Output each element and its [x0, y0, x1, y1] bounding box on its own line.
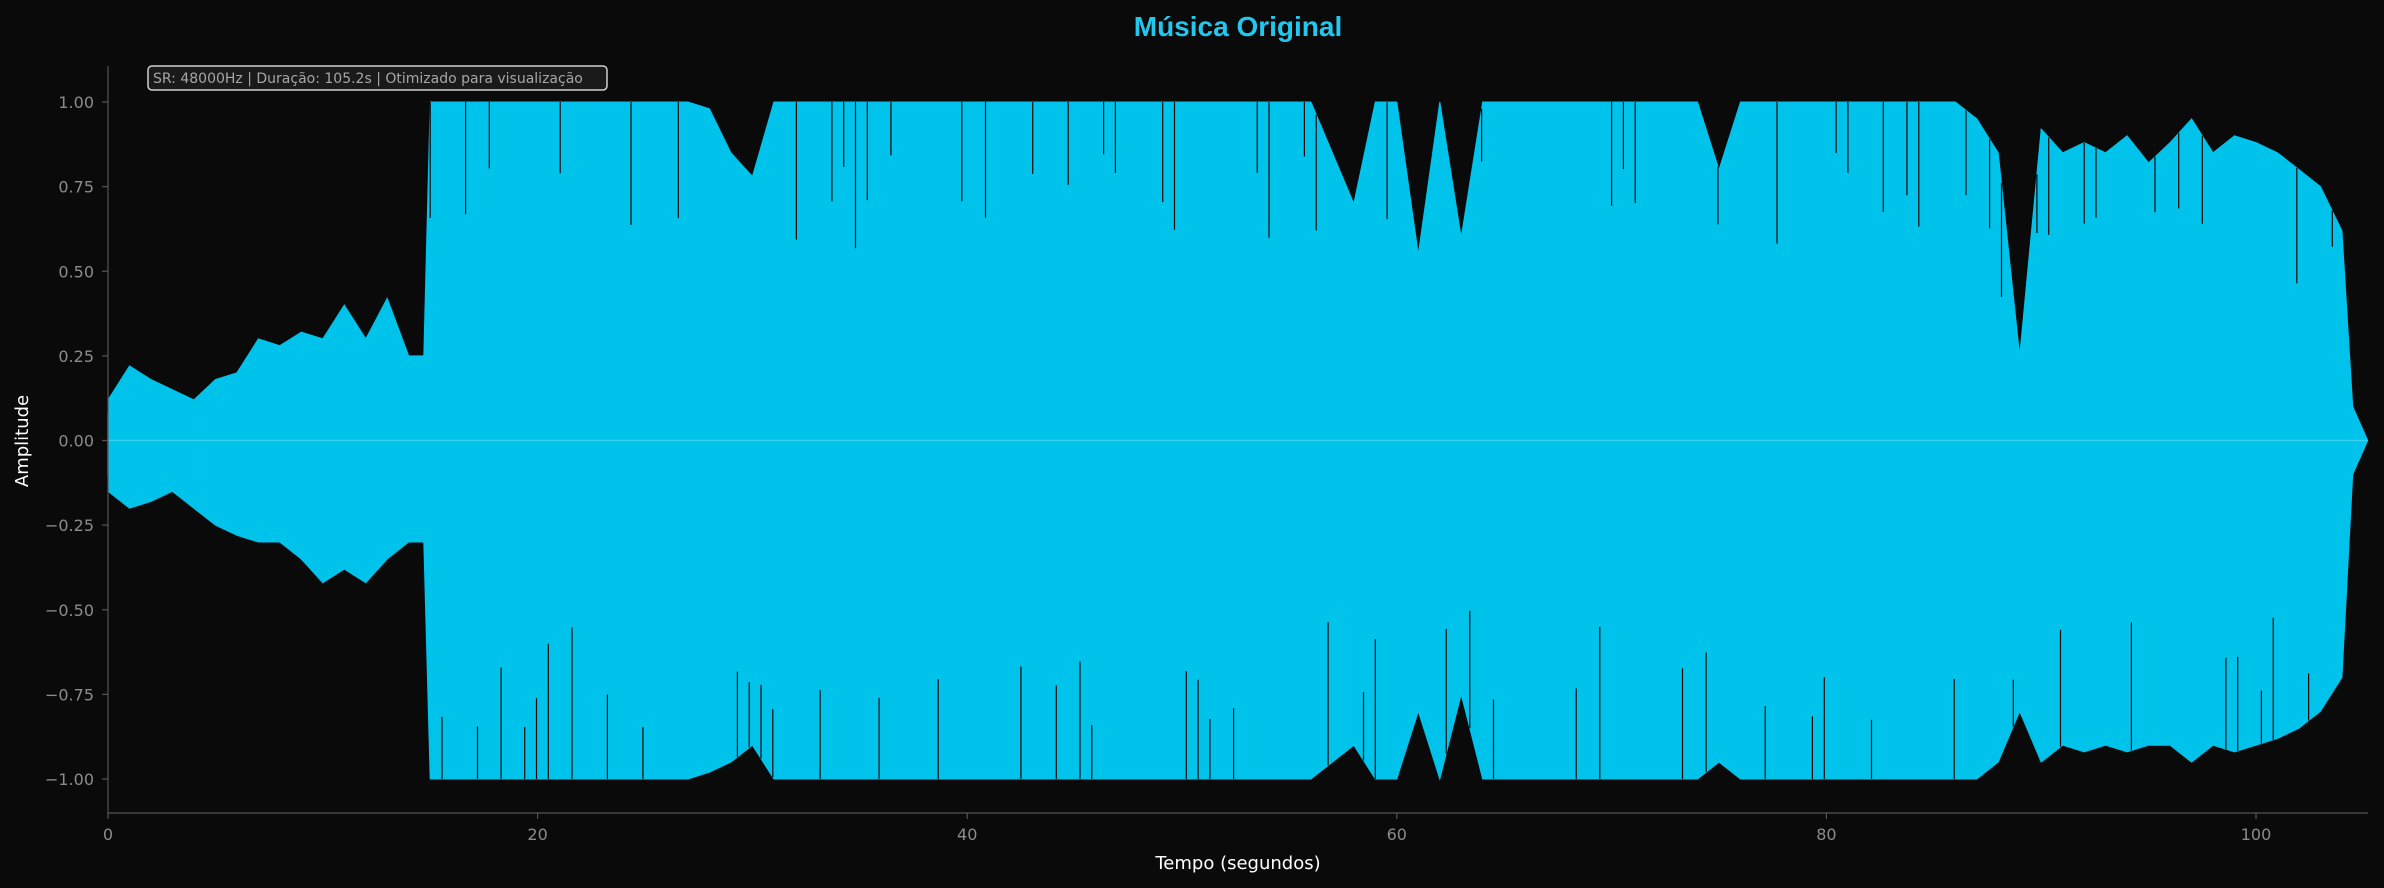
y-axis-label: Amplitude — [12, 395, 33, 487]
chart-title: Música Original — [1134, 11, 1343, 42]
x-tick-label: 40 — [957, 825, 977, 844]
y-tick-label: −1.00 — [45, 770, 94, 789]
x-tick-label: 100 — [2241, 825, 2272, 844]
x-tick-label: 0 — [103, 825, 113, 844]
plot-area — [107, 101, 2369, 781]
info-box: SR: 48000Hz | Duração: 105.2s | Otimizad… — [147, 65, 608, 91]
y-tick-label: 0.50 — [58, 262, 94, 281]
x-tick-label: 60 — [1387, 825, 1407, 844]
y-tick-label: −0.50 — [45, 601, 94, 620]
info-box-text: SR: 48000Hz | Duração: 105.2s | Otimizad… — [153, 71, 583, 87]
y-tick-label: −0.25 — [45, 516, 94, 535]
x-tick-label: 80 — [1816, 825, 1836, 844]
x-tick-label: 20 — [527, 825, 547, 844]
y-axis-ticks: −1.00 −0.75 −0.50 −0.25 0.00 0.25 0.50 0.75 1.00 — [45, 93, 108, 789]
x-axis-label: Tempo (segundos) — [1154, 853, 1320, 874]
info-box-frame — [147, 65, 608, 91]
y-tick-label: −0.75 — [45, 685, 94, 704]
y-tick-label: 1.00 — [58, 93, 94, 112]
y-tick-label: 0.00 — [58, 432, 94, 451]
x-axis-ticks: 0 20 40 60 80 100 — [103, 813, 2271, 844]
waveform-transients — [107, 102, 2367, 779]
y-tick-label: 0.75 — [58, 178, 94, 197]
y-tick-label: 0.25 — [58, 347, 94, 366]
